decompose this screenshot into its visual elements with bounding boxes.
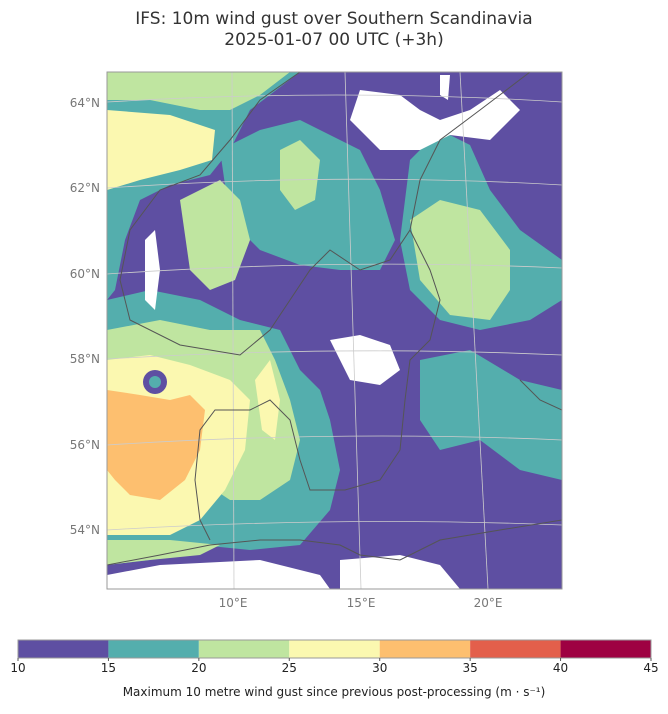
colorbar-tick-label: 25 [282, 661, 297, 675]
no-data-area [145, 230, 160, 310]
field-region [107, 390, 205, 500]
colorbar-tick-label: 10 [10, 661, 25, 675]
no-data-area [330, 335, 400, 385]
coastline [519, 379, 562, 411]
colorbar-tick-label: 15 [101, 661, 116, 675]
coastline [194, 229, 441, 541]
map-field [107, 72, 562, 589]
map-frame [106, 71, 563, 590]
coastline [119, 72, 531, 356]
colorbar-segment [289, 640, 380, 658]
lon-label: 20°E [474, 596, 503, 610]
graticule [107, 178, 562, 189]
map-subtitle: 2025-01-07 00 UTC (+3h) [224, 30, 443, 50]
colorbar-segment [470, 640, 561, 658]
colorbar-tick-label: 40 [553, 661, 568, 675]
field-region [280, 140, 320, 210]
lon-label: 10°E [219, 596, 248, 610]
no-data-area [440, 75, 450, 100]
no-data-area [350, 90, 520, 150]
lon-label: 15°E [347, 596, 376, 610]
colorbar-frame [17, 639, 652, 659]
lat-label: 60°N [70, 267, 100, 281]
colorbar-segment [560, 640, 651, 658]
field-region [107, 72, 290, 110]
graticule [107, 94, 562, 103]
lat-label: 58°N [70, 352, 100, 366]
lat-label: 56°N [70, 438, 100, 452]
no-data-area [340, 555, 460, 589]
graticule [231, 72, 235, 589]
colorbar-tick-label: 45 [643, 661, 658, 675]
coastline [107, 519, 562, 566]
lat-label: 54°N [70, 523, 100, 537]
field-region [410, 200, 510, 320]
graticule [459, 72, 489, 589]
graticule [107, 435, 562, 446]
colorbar-segment [108, 640, 199, 658]
colorbar-tick-label: 30 [372, 661, 387, 675]
colorbar-segment [18, 640, 109, 658]
field-region [107, 110, 215, 190]
field-region [149, 376, 161, 388]
lat-label: 64°N [70, 96, 100, 110]
graticule [107, 350, 562, 360]
colorbar-tick-label: 20 [191, 661, 206, 675]
field-region [107, 540, 220, 565]
no-data-area [107, 560, 330, 589]
field-region [420, 350, 562, 480]
colorbar-tick-label: 35 [463, 661, 478, 675]
colorbar-segment [198, 640, 290, 658]
map-title: IFS: 10m wind gust over Southern Scandin… [135, 9, 532, 29]
colorbar-label: Maximum 10 metre wind gust since previou… [123, 685, 546, 699]
colorbar-segment [379, 640, 471, 658]
lat-label: 62°N [70, 181, 100, 195]
graticule [107, 263, 562, 275]
field-region [255, 360, 280, 440]
graticule [107, 521, 562, 531]
graticule [344, 72, 362, 589]
